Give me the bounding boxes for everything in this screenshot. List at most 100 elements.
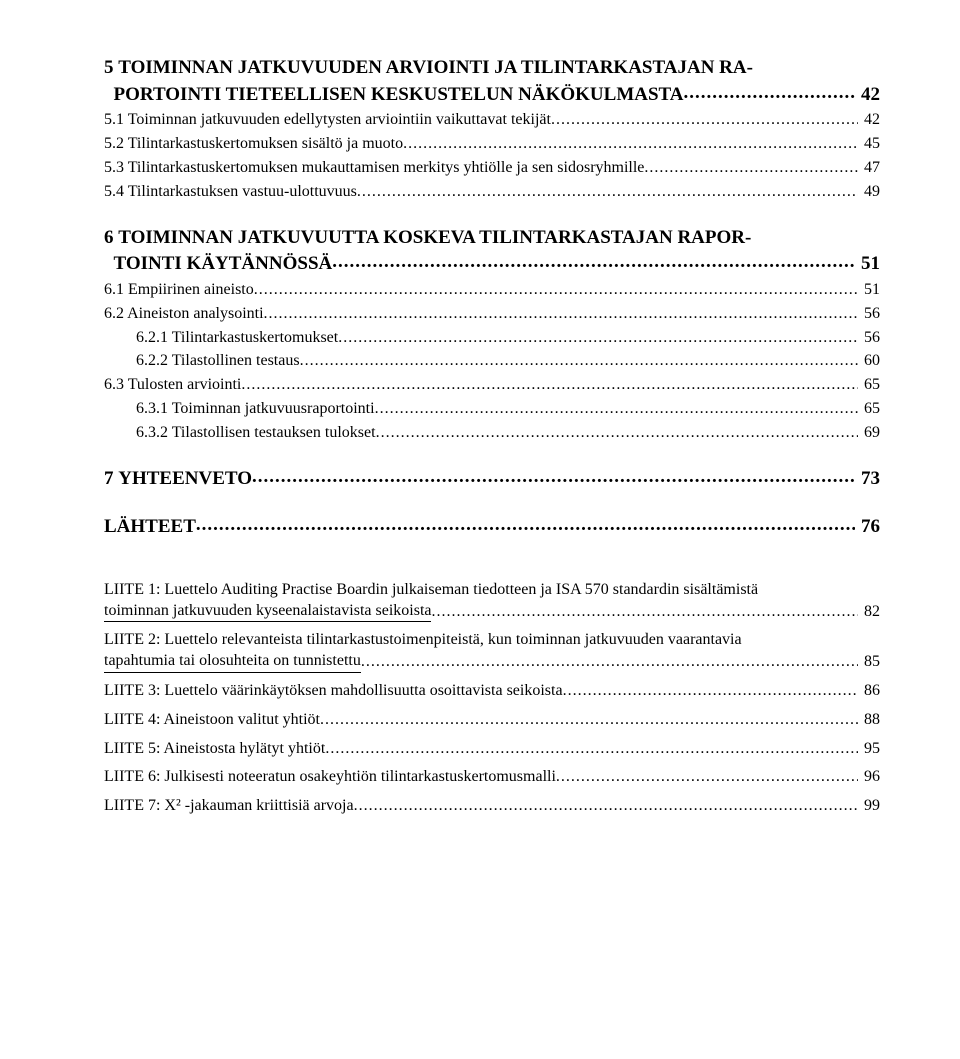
toc-label: 6.3 Tulosten arviointi: [104, 375, 241, 396]
toc-item-6-2: 6.2 Aineiston analysointi 56: [104, 304, 880, 325]
leader-dots: [357, 183, 858, 202]
section-title-line1: TOIMINNAN JATKUVUUDEN ARVIOINTI JA TILIN…: [118, 56, 880, 81]
leader-dots: [431, 603, 858, 622]
page-number: 88: [858, 710, 880, 731]
section-number: 6: [104, 226, 118, 251]
appendix-line1: LIITE 1: Luettelo Auditing Practise Boar…: [104, 580, 880, 601]
leader-dots: [241, 377, 858, 396]
leader-dots: [684, 83, 855, 106]
page-number: 42: [858, 110, 880, 131]
appendix-label: LIITE 7: X² -jakauman kriittisiä arvoja: [104, 796, 354, 817]
toc-appendix-7: LIITE 7: X² -jakauman kriittisiä arvoja …: [104, 796, 880, 817]
page-number: 85: [858, 652, 880, 673]
section-number: 7: [104, 467, 118, 492]
appendix-line2-text: toiminnan jatkuvuuden kyseenalaistavista…: [104, 601, 431, 623]
leader-dots: [644, 160, 858, 179]
page-number: 47: [858, 158, 880, 179]
leader-dots: [320, 711, 858, 730]
toc-section-6-heading-line2: TOINTI KÄYTÄNNÖSSÄ 51: [104, 252, 880, 277]
leader-dots: [563, 683, 858, 702]
toc-label: 5.4 Tilintarkastuksen vastuu-ulottuvuus: [104, 182, 357, 203]
toc-label: 6.3.1 Toiminnan jatkuvuusraportointi: [136, 399, 375, 420]
toc-section-7-heading: 7 YHTEENVETO 73: [104, 467, 880, 492]
section-title-line2: TOINTI KÄYTÄNNÖSSÄ: [114, 252, 333, 277]
page-number: 51: [855, 252, 880, 277]
page-number: 86: [858, 681, 880, 702]
toc-label: 6.2.2 Tilastollinen testaus: [136, 351, 300, 372]
leader-dots: [252, 467, 855, 490]
toc-item-6-2-1: 6.2.1 Tilintarkastuskertomukset 56: [104, 328, 880, 349]
toc-label: 6.3.2 Tilastollisen testauksen tulokset: [136, 423, 376, 444]
page-number: 65: [858, 375, 880, 396]
leader-dots: [556, 769, 858, 788]
toc-label: 5.2 Tilintarkastuskertomuksen sisältö ja…: [104, 134, 403, 155]
section-number: 5: [104, 56, 118, 81]
leader-dots: [403, 136, 858, 155]
section-title: YHTEENVETO: [118, 467, 252, 492]
toc-appendix-6: LIITE 6: Julkisesti noteeratun osakeyhti…: [104, 767, 880, 788]
leader-dots: [254, 282, 858, 301]
toc-appendix-3: LIITE 3: Luettelo väärinkäytöksen mahdol…: [104, 681, 880, 702]
section-title-line1: TOIMINNAN JATKUVUUTTA KOSKEVA TILINTARKA…: [118, 226, 880, 251]
appendix-label: LIITE 3: Luettelo väärinkäytöksen mahdol…: [104, 681, 563, 702]
page-number: 96: [858, 767, 880, 788]
appendix-label: LIITE 6: Julkisesti noteeratun osakeyhti…: [104, 767, 556, 788]
toc-label: 5.1 Toiminnan jatkuvuuden edellytysten a…: [104, 110, 551, 131]
toc-label: 6.2.1 Tilintarkastuskertomukset: [136, 328, 338, 349]
toc-appendix-4: LIITE 4: Aineistoon valitut yhtiöt 88: [104, 710, 880, 731]
leader-dots: [332, 252, 855, 275]
toc-label: 5.3 Tilintarkastuskertomuksen mukauttami…: [104, 158, 644, 179]
indent-spacer: [104, 252, 114, 277]
toc-item-5-3: 5.3 Tilintarkastuskertomuksen mukauttami…: [104, 158, 880, 179]
toc-item-5-4: 5.4 Tilintarkastuksen vastuu-ulottuvuus …: [104, 182, 880, 203]
page-number: 60: [858, 351, 880, 372]
leader-dots: [354, 798, 858, 817]
page-number: 69: [858, 423, 880, 444]
toc-appendix-2: LIITE 2: Luettelo relevanteista tilintar…: [104, 630, 880, 673]
page-number: 82: [858, 602, 880, 623]
toc-item-5-2: 5.2 Tilintarkastuskertomuksen sisältö ja…: [104, 134, 880, 155]
toc-item-6-1: 6.1 Empiirinen aineisto 51: [104, 280, 880, 301]
page-number: 73: [855, 467, 880, 492]
toc-section-5-heading: 5 TOIMINNAN JATKUVUUDEN ARVIOINTI JA TIL…: [104, 56, 880, 81]
page-number: 56: [858, 328, 880, 349]
toc-item-6-3-2: 6.3.2 Tilastollisen testauksen tulokset …: [104, 423, 880, 444]
leader-dots: [375, 401, 858, 420]
leader-dots: [325, 740, 858, 759]
toc-section-5-heading-line2: PORTOINTI TIETEELLISEN KESKUSTELUN NÄKÖK…: [104, 83, 880, 108]
appendix-label: LIITE 5: Aineistosta hylätyt yhtiöt: [104, 739, 325, 760]
toc-item-6-2-2: 6.2.2 Tilastollinen testaus 60: [104, 351, 880, 372]
page-number: 56: [858, 304, 880, 325]
page-number: 49: [858, 182, 880, 203]
toc-section-6-heading: 6 TOIMINNAN JATKUVUUTTA KOSKEVA TILINTAR…: [104, 226, 880, 251]
leader-dots: [264, 305, 858, 324]
leader-dots: [551, 112, 858, 131]
leader-dots: [361, 654, 858, 673]
page-number: 65: [858, 399, 880, 420]
page-number: 99: [858, 796, 880, 817]
indent-spacer: [104, 83, 114, 108]
page-number: 42: [855, 83, 880, 108]
leader-dots: [376, 424, 858, 443]
toc-label: 6.1 Empiirinen aineisto: [104, 280, 254, 301]
page-number: 76: [855, 515, 880, 540]
appendix-lastline: tapahtumia tai olosuhteita on tunnistett…: [104, 651, 880, 673]
page-number: 51: [858, 280, 880, 301]
leader-dots: [338, 329, 858, 348]
toc-appendix-1: LIITE 1: Luettelo Auditing Practise Boar…: [104, 580, 880, 623]
appendix-line1: LIITE 2: Luettelo relevanteista tilintar…: [104, 630, 880, 651]
appendix-label: LIITE 4: Aineistoon valitut yhtiöt: [104, 710, 320, 731]
toc-label: 6.2 Aineiston analysointi: [104, 304, 264, 325]
page-number: 45: [858, 134, 880, 155]
toc-item-6-3-1: 6.3.1 Toiminnan jatkuvuusraportointi 65: [104, 399, 880, 420]
toc-section-references: LÄHTEET 76: [104, 515, 880, 540]
leader-dots: [196, 515, 855, 538]
toc-item-6-3: 6.3 Tulosten arviointi 65: [104, 375, 880, 396]
appendix-lastline: toiminnan jatkuvuuden kyseenalaistavista…: [104, 601, 880, 623]
section-title-line2: PORTOINTI TIETEELLISEN KESKUSTELUN NÄKÖK…: [114, 83, 684, 108]
toc-appendix-5: LIITE 5: Aineistosta hylätyt yhtiöt 95: [104, 739, 880, 760]
appendix-line2-text: tapahtumia tai olosuhteita on tunnistett…: [104, 651, 361, 673]
page-number: 95: [858, 739, 880, 760]
section-title: LÄHTEET: [104, 515, 196, 540]
leader-dots: [300, 353, 858, 372]
